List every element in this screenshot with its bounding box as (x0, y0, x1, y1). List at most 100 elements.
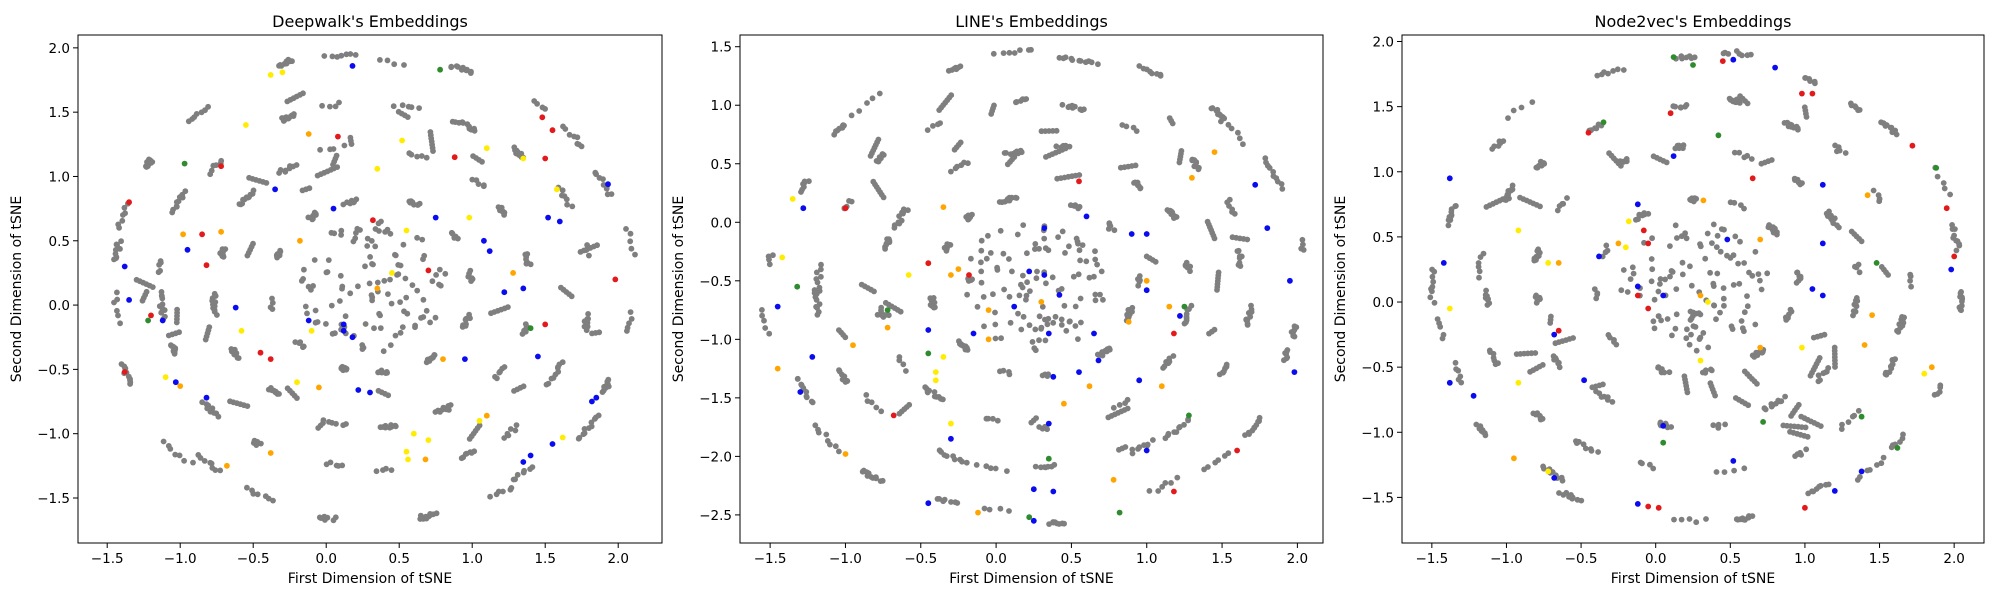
scatter-point (250, 490, 257, 497)
scatter-point-orange (774, 365, 781, 372)
scatter-point (362, 263, 368, 270)
scatter-point-orange (1869, 312, 1875, 318)
scatter-point (265, 495, 272, 502)
scatter-point (301, 266, 307, 273)
scatter-point (1075, 271, 1082, 278)
scatter-point (385, 291, 391, 297)
scatter-point (1077, 257, 1083, 264)
scatter-point (382, 424, 389, 431)
scatter-point (994, 417, 1001, 424)
scatter-point-yellow (905, 272, 912, 278)
scatter-point (1856, 269, 1863, 276)
scatter-point-blue (1809, 286, 1816, 292)
scatter-point (1816, 355, 1823, 361)
scatter-point (420, 296, 427, 303)
x-axis-label: First Dimension of tSNE (1611, 571, 1775, 587)
scatter-point (1726, 95, 1733, 102)
scatter-point (1189, 156, 1196, 163)
x-tick-label: −0.5 (904, 551, 937, 567)
scatter-point (896, 357, 903, 364)
scatter-point (1532, 350, 1539, 356)
scatter-point (520, 383, 527, 390)
scatter-point (1755, 271, 1762, 277)
scatter-point (964, 291, 970, 298)
scatter-point (882, 246, 888, 252)
scatter-point (1639, 460, 1645, 467)
scatter-point (1703, 516, 1709, 522)
scatter-point (219, 253, 226, 260)
scatter-point (373, 468, 380, 475)
scatter-point (338, 227, 345, 234)
scatter-point (1791, 175, 1798, 182)
scatter-point (992, 309, 998, 316)
scatter-point (1766, 222, 1772, 228)
scatter-point (1492, 361, 1499, 368)
scatter-point (951, 456, 958, 463)
scatter-point (383, 465, 389, 472)
scatter-point (280, 118, 287, 124)
scatter-point (766, 256, 772, 263)
scatter-point (1062, 145, 1069, 152)
scatter-point-blue (925, 500, 932, 507)
scatter-point (1686, 516, 1693, 522)
scatter-point (1669, 332, 1675, 339)
scatter-point (1025, 47, 1032, 53)
scatter-point (1225, 450, 1232, 457)
scatter-point (323, 269, 330, 276)
scatter-point-blue (1551, 475, 1558, 481)
scatter-point (564, 201, 570, 208)
scatter-point-orange (1189, 174, 1195, 181)
scatter-point (1053, 143, 1060, 150)
scatter-point (395, 271, 402, 278)
scatter-point-blue (1045, 330, 1052, 337)
scatter-point-blue (1596, 253, 1602, 260)
scatter-point (992, 465, 999, 472)
scatter-point-green (437, 66, 443, 73)
scatter-point (1670, 103, 1677, 110)
scatter-point (387, 230, 394, 237)
scatter-point (391, 61, 398, 68)
scatter-point (1781, 120, 1788, 126)
scatter-point (1647, 461, 1653, 468)
scatter-point-yellow (483, 145, 490, 152)
scatter-point (1713, 244, 1720, 251)
scatter-point (874, 311, 881, 318)
scatter-point (436, 266, 443, 273)
scatter-point (397, 299, 403, 305)
scatter-point (1752, 248, 1759, 255)
scatter-point (176, 452, 183, 459)
scatter-point-red (1799, 90, 1805, 97)
scatter-point-blue (367, 389, 373, 396)
scatter-point (470, 153, 476, 160)
scatter-point (1050, 319, 1057, 326)
scatter-point (1713, 469, 1720, 475)
scatter-point-red (257, 349, 264, 356)
y-tick-label: 0.0 (711, 215, 732, 231)
scatter-point (210, 162, 217, 169)
scatter-point (873, 158, 880, 164)
scatter-point (1004, 468, 1010, 474)
scatter-point (985, 232, 991, 239)
scatter-point (1741, 328, 1747, 335)
scatter-point-yellow (1545, 260, 1552, 266)
scatter-point (1078, 319, 1084, 326)
scatter-point (585, 315, 591, 322)
scatter-point-blue (121, 263, 128, 270)
x-tick-label: 1.0 (1794, 551, 1815, 567)
scatter-point (300, 276, 306, 282)
scatter-point (1042, 337, 1049, 344)
scatter-point (367, 254, 373, 260)
scatter-point (1620, 67, 1627, 73)
scatter-point (1300, 241, 1306, 248)
scatter-point (414, 153, 420, 160)
scatter-point (1851, 412, 1858, 419)
scatter-point-orange (510, 270, 516, 276)
scatter-point (412, 324, 418, 331)
scatter-point (167, 446, 174, 452)
scatter-point (1483, 287, 1489, 294)
scatter-point (1692, 324, 1699, 330)
scatter-point-orange (1511, 455, 1517, 462)
scatter-point (963, 459, 970, 466)
scatter-point (539, 104, 546, 111)
scatter-point (1649, 266, 1656, 273)
